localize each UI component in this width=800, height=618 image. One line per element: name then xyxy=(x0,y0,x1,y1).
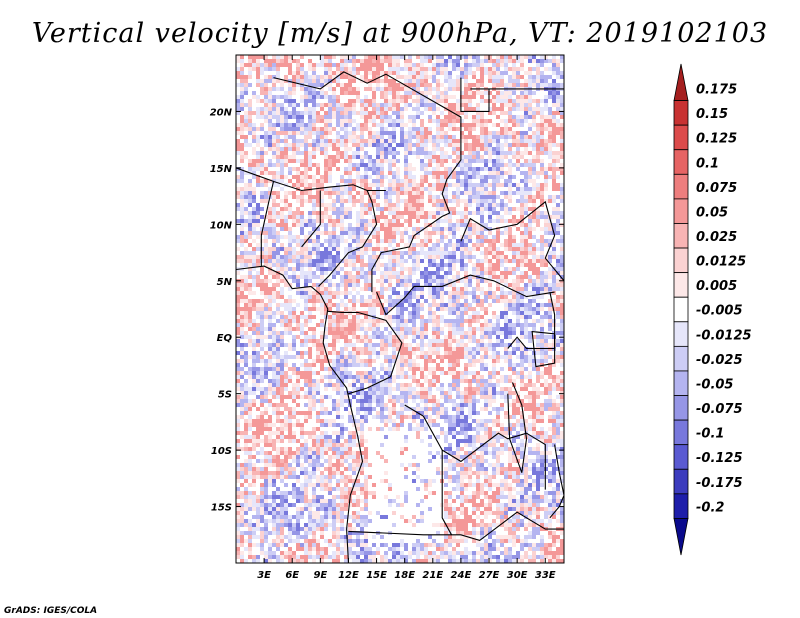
x-tick-label: 6E xyxy=(285,570,299,581)
y-tick-label: 5S xyxy=(218,390,232,401)
colorbar-label: -0.125 xyxy=(696,451,743,466)
border-line xyxy=(376,274,555,316)
colorbar-swatch xyxy=(673,198,689,224)
colorbar-swatch xyxy=(673,493,689,519)
colorbar: 0.175 0.15 0.125 0.1 0.075 0.05 0.025 0.0125 0.0… xyxy=(673,63,752,556)
colorbar-label: 0.175 xyxy=(696,83,737,98)
colorbar-label: -0.005 xyxy=(696,304,743,319)
colorbar-swatch xyxy=(673,100,689,126)
border-line xyxy=(441,450,452,536)
colorbar-label: 0.15 xyxy=(696,107,728,122)
border-line xyxy=(507,291,556,350)
colorbar-label: 0.125 xyxy=(696,132,737,147)
y-tick-label: 20N xyxy=(210,107,233,118)
y-tick-label: 10S xyxy=(211,446,232,457)
credit-label: GrADS: IGES/COLA xyxy=(4,606,97,616)
colorbar-label: -0.025 xyxy=(696,353,743,368)
border-line xyxy=(236,265,364,563)
x-axis: 3E 6E 9E 12E 15E 18E 21E 24E 27E 30E 33E xyxy=(257,55,556,581)
colorbar-swatch xyxy=(673,321,689,347)
colorbar-label: -0.0125 xyxy=(696,328,752,343)
x-tick-label: 21E xyxy=(422,570,443,581)
border-line xyxy=(404,404,546,490)
x-tick-label: 27E xyxy=(479,570,500,581)
colorbar-label: -0.175 xyxy=(696,476,743,491)
border-line xyxy=(549,444,564,519)
border-line xyxy=(348,511,564,542)
chart-title: Vertical velocity [m/s] at 900hPa, VT: 2… xyxy=(32,18,768,49)
x-tick-label: 33E xyxy=(535,570,556,581)
border-line xyxy=(460,200,564,282)
colorbar-label: 0.075 xyxy=(696,181,737,196)
colorbar-swatch xyxy=(673,223,689,249)
border-line xyxy=(273,71,462,293)
border-line xyxy=(318,190,378,287)
colorbar-swatch xyxy=(673,272,689,298)
border-line xyxy=(327,310,403,395)
colorbar-label: 0.025 xyxy=(696,230,737,245)
x-tick-label: 9E xyxy=(313,570,327,581)
colorbar-label: 0.0125 xyxy=(696,255,746,270)
colorbar-label: -0.1 xyxy=(696,427,724,442)
lake-outline xyxy=(531,330,556,368)
colorbar-label: -0.2 xyxy=(696,500,724,515)
x-tick-label: 18E xyxy=(394,570,415,581)
border-line xyxy=(460,77,564,112)
x-tick-label: 3E xyxy=(257,570,271,581)
colorbar-label: 0.1 xyxy=(696,156,719,171)
colorbar-swatch xyxy=(673,173,689,200)
x-tick-label: 24E xyxy=(451,570,472,581)
border-line xyxy=(236,167,274,182)
colorbar-label: -0.05 xyxy=(696,378,733,393)
y-tick-label: EQ xyxy=(217,333,233,344)
colorbar-swatch xyxy=(673,296,689,323)
colorbar-label: 0.005 xyxy=(696,279,737,294)
colorbar-swatch xyxy=(673,345,689,372)
colorbar-swatch xyxy=(673,124,689,151)
colorbar-swatch xyxy=(673,63,689,101)
y-tick-label: 10N xyxy=(210,220,233,231)
country-borders xyxy=(236,71,564,563)
colorbar-label: -0.075 xyxy=(696,402,743,417)
x-tick-label: 30E xyxy=(507,570,528,581)
colorbar-swatch xyxy=(673,444,689,470)
colorbar-label: 0.05 xyxy=(696,205,728,220)
colorbar-swatch xyxy=(673,419,689,446)
colorbar-swatch xyxy=(673,370,689,396)
border-line xyxy=(260,180,386,267)
border-line xyxy=(507,382,528,473)
border-line xyxy=(301,190,321,248)
x-tick-label: 12E xyxy=(338,570,359,581)
colorbar-swatch xyxy=(673,468,689,495)
colorbar-swatch xyxy=(673,149,689,175)
y-tick-label: 5N xyxy=(217,277,233,288)
y-axis: 20N 15N 10N 5N EQ 5S 10S 15S xyxy=(210,107,564,514)
map-field xyxy=(236,55,564,563)
y-tick-label: 15S xyxy=(211,503,232,514)
y-tick-label: 15N xyxy=(210,164,233,175)
colorbar-swatch xyxy=(673,395,689,421)
plot-frame xyxy=(235,54,565,564)
colorbar-swatch xyxy=(673,247,689,274)
colorbar-swatch xyxy=(673,518,689,556)
x-tick-label: 15E xyxy=(366,570,387,581)
